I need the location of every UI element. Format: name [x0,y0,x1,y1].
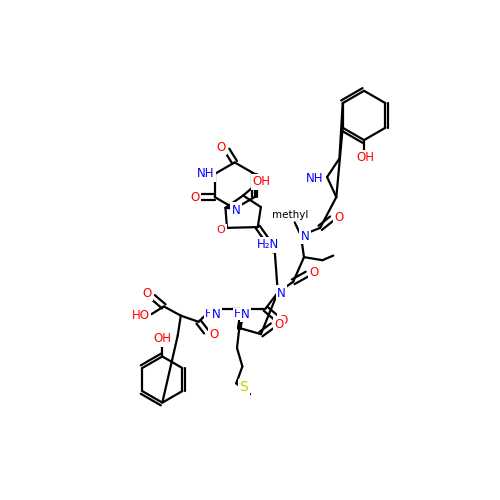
Text: S: S [240,380,248,394]
Text: OH: OH [252,175,270,188]
Text: N: N [278,287,286,300]
Text: O: O [142,287,152,300]
Text: O: O [274,318,284,330]
Text: OH: OH [356,152,374,164]
Text: OH: OH [252,175,270,188]
Text: O: O [278,314,288,327]
Text: methyl: methyl [272,210,308,220]
Text: OH: OH [154,332,172,345]
Text: O: O [142,287,152,300]
Text: NH: NH [306,172,324,185]
Text: H₂N: H₂N [256,238,279,252]
Text: N: N [212,308,220,320]
Text: O: O [216,225,225,235]
Text: HO: HO [132,309,150,322]
Text: NH: NH [306,172,324,185]
Text: N: N [300,230,309,243]
Text: N: N [212,308,220,320]
Text: OH: OH [154,332,172,345]
Text: methyl: methyl [272,210,308,220]
Text: O: O [210,328,218,342]
Text: NH: NH [196,168,214,180]
Text: O: O [310,266,318,279]
Text: O: O [216,140,226,153]
Text: O: O [334,210,344,224]
Text: O: O [334,210,344,224]
Text: O: O [278,314,288,327]
Text: NH: NH [196,168,214,180]
Text: H: H [205,309,214,319]
Text: S: S [240,380,248,394]
Text: H: H [234,309,242,319]
Text: H: H [205,309,214,319]
Text: H₂N: H₂N [256,238,279,252]
Text: N: N [232,204,240,216]
Text: N: N [300,230,309,243]
Text: OH: OH [356,152,374,164]
Text: N: N [232,204,240,216]
Text: O: O [216,225,225,235]
Text: O: O [310,266,318,279]
Text: HO: HO [132,309,150,322]
Text: O: O [190,190,200,203]
Text: O: O [274,318,284,330]
Text: N: N [241,308,250,320]
Text: N: N [278,287,286,300]
Text: O: O [216,140,226,153]
Text: N: N [241,308,250,320]
Text: O: O [210,328,218,342]
Text: H: H [234,309,242,319]
Text: O: O [190,190,200,203]
